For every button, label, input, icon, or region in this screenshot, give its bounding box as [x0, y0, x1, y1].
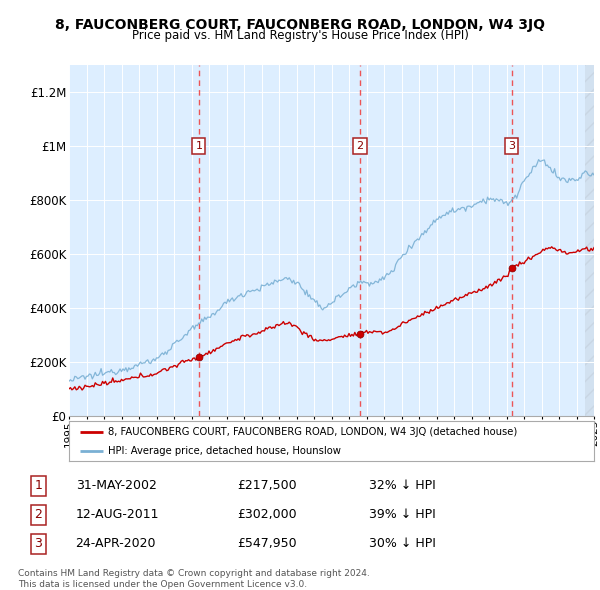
Text: 3: 3 — [508, 141, 515, 151]
Bar — [585, 65, 594, 416]
Text: 24-APR-2020: 24-APR-2020 — [76, 537, 156, 550]
Text: 2: 2 — [34, 508, 42, 522]
Text: 39% ↓ HPI: 39% ↓ HPI — [370, 508, 436, 522]
Text: 30% ↓ HPI: 30% ↓ HPI — [370, 537, 436, 550]
Text: 1: 1 — [196, 141, 202, 151]
Text: £217,500: £217,500 — [237, 479, 296, 492]
Text: 8, FAUCONBERG COURT, FAUCONBERG ROAD, LONDON, W4 3JQ (detached house): 8, FAUCONBERG COURT, FAUCONBERG ROAD, LO… — [109, 428, 518, 438]
Text: £547,950: £547,950 — [237, 537, 296, 550]
Text: 31-MAY-2002: 31-MAY-2002 — [76, 479, 157, 492]
Text: 32% ↓ HPI: 32% ↓ HPI — [370, 479, 436, 492]
Text: 1: 1 — [34, 479, 42, 492]
Text: Contains HM Land Registry data © Crown copyright and database right 2024.
This d: Contains HM Land Registry data © Crown c… — [18, 569, 370, 589]
Text: 8, FAUCONBERG COURT, FAUCONBERG ROAD, LONDON, W4 3JQ: 8, FAUCONBERG COURT, FAUCONBERG ROAD, LO… — [55, 18, 545, 32]
Text: Price paid vs. HM Land Registry's House Price Index (HPI): Price paid vs. HM Land Registry's House … — [131, 30, 469, 42]
Text: 2: 2 — [356, 141, 364, 151]
Text: 3: 3 — [34, 537, 42, 550]
Text: 12-AUG-2011: 12-AUG-2011 — [76, 508, 159, 522]
Text: HPI: Average price, detached house, Hounslow: HPI: Average price, detached house, Houn… — [109, 446, 341, 456]
Text: £302,000: £302,000 — [237, 508, 296, 522]
